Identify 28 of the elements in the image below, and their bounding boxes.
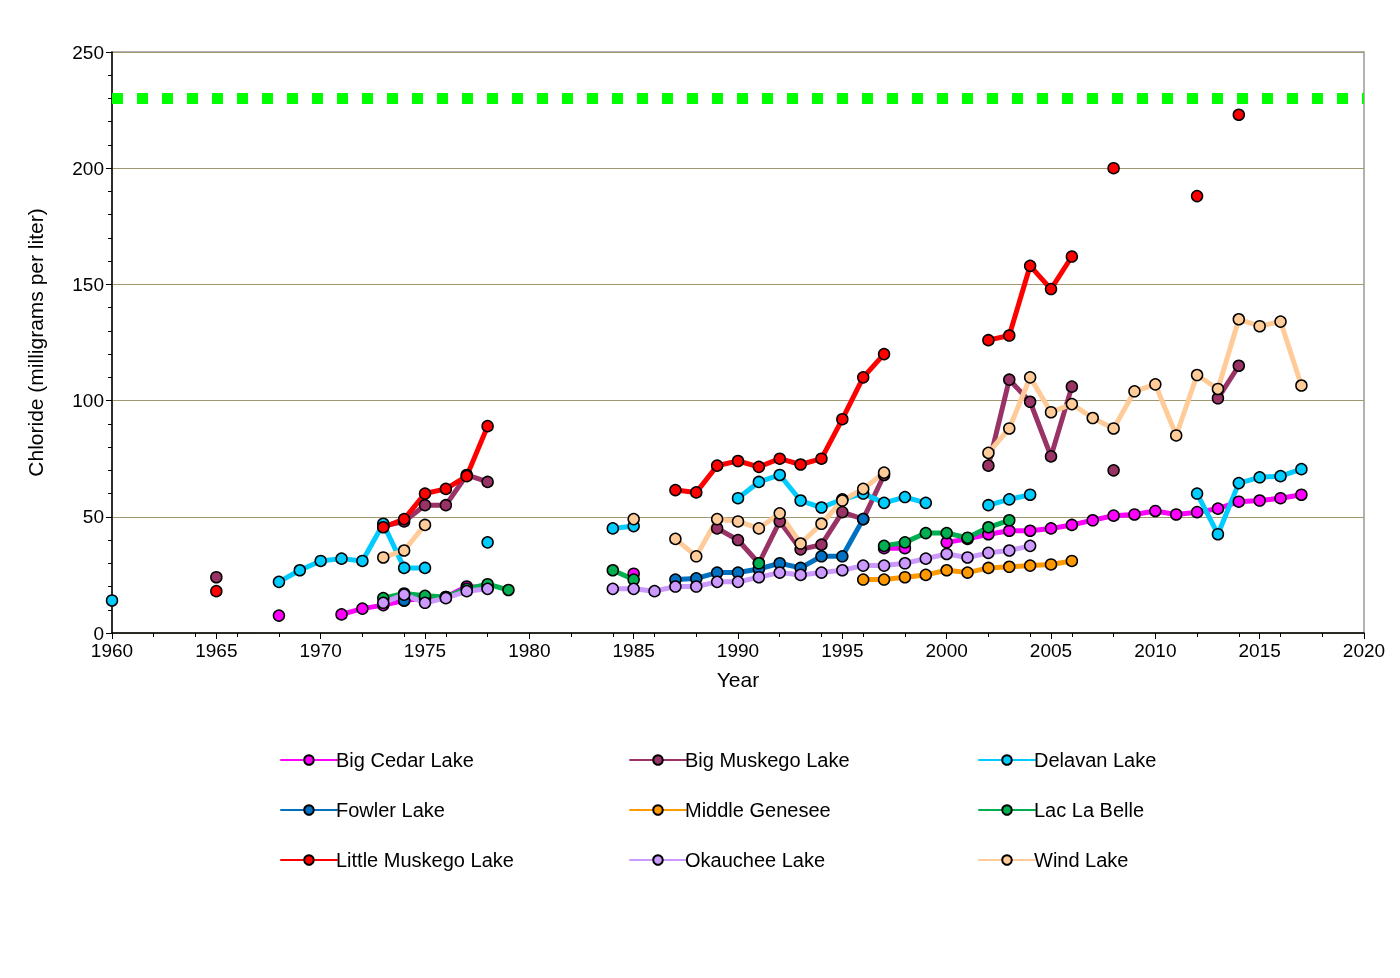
legend-label: Lac La Belle (1034, 799, 1145, 821)
y-axis-title: Chloride (milligrams per liter) (24, 208, 47, 477)
x-tick-label: 1990 (716, 640, 760, 661)
legend-label: Okauchee Lake (685, 849, 826, 871)
legend-label: Delavan Lake (1034, 749, 1157, 771)
y-tick-label: 100 (72, 390, 104, 412)
x-tick-label: 2000 (925, 640, 968, 661)
x-axis-title: Year (716, 668, 760, 691)
x-tick-label: 1970 (299, 640, 342, 661)
x-tick-label: 2010 (1134, 640, 1177, 661)
x-tick-label: 1980 (508, 640, 551, 661)
x-tick-label: 1995 (821, 640, 864, 661)
x-tick-label: 2020 (1342, 640, 1386, 661)
legend-label: Big Muskego Lake (685, 749, 850, 771)
y-tick-label: 250 (72, 41, 104, 63)
x-tick-label: 2005 (1029, 640, 1073, 661)
x-tick-label: 1985 (612, 640, 655, 661)
x-tick-label: 1975 (403, 640, 447, 661)
x-tick-label: 2015 (1238, 640, 1281, 661)
legend-label: Middle Genesee (685, 799, 831, 821)
y-tick-label: 150 (72, 273, 104, 295)
legend-label: Little Muskego Lake (336, 849, 514, 871)
x-tick-label: 1965 (195, 640, 238, 661)
legend-label: Fowler Lake (336, 799, 445, 821)
y-tick-label: 200 (72, 157, 104, 179)
legend-label: Wind Lake (1034, 849, 1129, 871)
legend-label: Big Cedar Lake (336, 749, 474, 771)
y-tick-label: 50 (82, 506, 104, 528)
